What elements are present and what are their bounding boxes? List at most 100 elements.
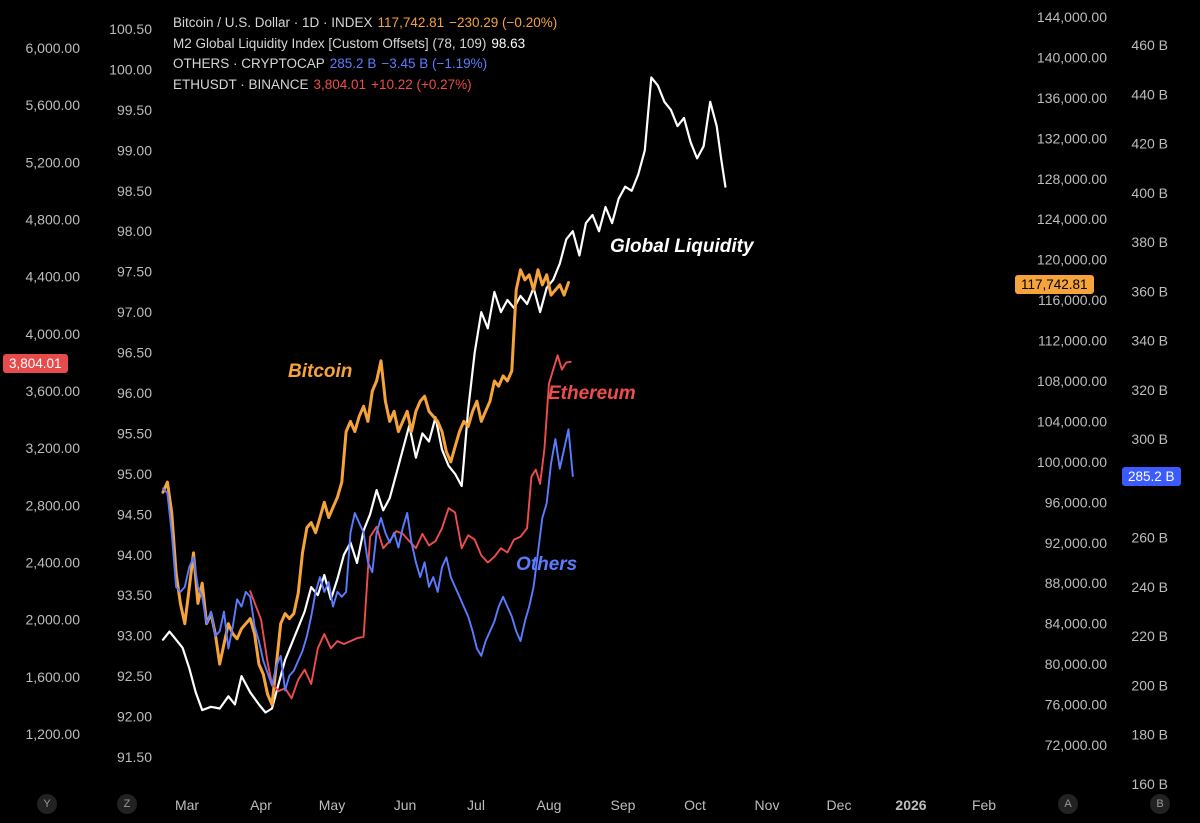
legend-others-name: OTHERS · CRYPTOCAP xyxy=(173,56,325,71)
x-axis-tick: Jun xyxy=(394,797,417,813)
legend-row-m2[interactable]: M2 Global Liquidity Index [Custom Offset… xyxy=(173,34,562,55)
btc-axis-tick: 80,000.00 xyxy=(1045,656,1107,672)
x-axis-tick: Dec xyxy=(827,797,852,813)
ethereum-label: Ethereum xyxy=(548,383,636,404)
others-axis-tick: 180 B xyxy=(1131,727,1168,743)
btc-axis-tick: 124,000.00 xyxy=(1037,211,1107,227)
m2-axis-tick: 93.50 xyxy=(117,587,152,603)
m2-axis-tick: 98.00 xyxy=(117,223,152,239)
series-line-ethereum xyxy=(249,354,572,700)
btc-axis-tick: 92,000.00 xyxy=(1045,535,1107,551)
others-axis-tick: 320 B xyxy=(1131,382,1168,398)
x-axis-tick: Sep xyxy=(611,797,636,813)
m2-axis-tick: 97.00 xyxy=(117,304,152,320)
legend-eth-change: +10.22 (+0.27%) xyxy=(371,76,472,92)
m2-axis-tick: 91.50 xyxy=(117,749,152,765)
btc-axis-tick: 128,000.00 xyxy=(1037,171,1107,187)
eth-axis-tick: 2,800.00 xyxy=(26,497,81,513)
x-axis-tick: 2026 xyxy=(895,797,926,813)
btc-axis-tick: 136,000.00 xyxy=(1037,90,1107,106)
btc-axis-tick: 132,000.00 xyxy=(1037,130,1107,146)
x-axis-tick: Aug xyxy=(537,797,562,813)
x-axis-tick: Jul xyxy=(467,797,485,813)
m2-axis-tick: 100.00 xyxy=(109,61,152,77)
eth-axis-tick: 3,600.00 xyxy=(26,383,81,399)
legend-others-change: −3.45 B (−1.19%) xyxy=(381,56,488,71)
btc-axis-tick: 88,000.00 xyxy=(1045,575,1107,591)
x-axis-tick: Feb xyxy=(972,797,996,813)
m2-axis-tick: 97.50 xyxy=(117,264,152,280)
eth-axis-tick: 1,600.00 xyxy=(26,669,81,685)
btc-axis-tick: 72,000.00 xyxy=(1045,737,1107,753)
m2-axis-tick: 94.50 xyxy=(117,506,152,522)
others-axis-tick: 400 B xyxy=(1131,185,1168,201)
m2-axis-tick: 92.00 xyxy=(117,709,152,725)
m2-axis-tick: 98.50 xyxy=(117,183,152,199)
others-axis-tick: 360 B xyxy=(1131,283,1168,299)
eth-axis-tick: 4,800.00 xyxy=(26,212,81,228)
m2-axis-tick: 96.00 xyxy=(117,385,152,401)
btc-axis-tick: 100,000.00 xyxy=(1037,454,1107,470)
eth-axis-tick: 5,200.00 xyxy=(26,154,81,170)
btc-axis-tick: 104,000.00 xyxy=(1037,413,1107,429)
others-axis-tick: 420 B xyxy=(1131,136,1168,152)
btc-axis-tick: 140,000.00 xyxy=(1037,49,1107,65)
legend-m2-value: 98.63 xyxy=(491,35,526,51)
eth-axis-tick: 3,200.00 xyxy=(26,440,81,456)
btc-axis-tick: 116,000.00 xyxy=(1038,292,1107,308)
series-line-bitcoin xyxy=(161,268,570,707)
x-axis-tick: May xyxy=(319,797,345,813)
legend-btc-value: 117,742.81 xyxy=(377,15,445,30)
legend-eth-value: 3,804.01 xyxy=(313,76,367,92)
legend-row-eth[interactable]: ETHUSDT · BINANCE 3,804.01 +10.22 (+0.27%) xyxy=(173,75,562,96)
btc-axis-tick: 120,000.00 xyxy=(1037,252,1107,268)
others-axis-tick: 340 B xyxy=(1131,333,1168,349)
others-axis-tick: 160 B xyxy=(1131,776,1168,792)
others-axis-tick: 440 B xyxy=(1131,86,1168,102)
z-axis-button[interactable]: Z xyxy=(117,794,137,814)
others-axis-tick: 240 B xyxy=(1131,579,1168,595)
others-axis-tick: 460 B xyxy=(1131,37,1168,53)
m2-axis-tick: 100.50 xyxy=(109,21,152,37)
m2-axis-tick: 99.50 xyxy=(117,102,152,118)
legend-btc-change: −230.29 (−0.20%) xyxy=(449,15,558,30)
btc-axis-tick: 84,000.00 xyxy=(1045,616,1107,632)
btc-axis-tick: 144,000.00 xyxy=(1037,9,1107,25)
m2-axis-tick: 92.50 xyxy=(117,668,152,684)
others-axis-tick: 380 B xyxy=(1131,234,1168,250)
legend-others-value: 285.2 B xyxy=(329,56,377,71)
x-axis-tick: Mar xyxy=(175,797,199,813)
eth-axis-tick: 4,000.00 xyxy=(26,326,81,342)
legend-m2-name: M2 Global Liquidity Index [Custom Offset… xyxy=(173,35,487,51)
legend-eth-name: ETHUSDT · BINANCE xyxy=(173,76,309,92)
a-axis-button[interactable]: A xyxy=(1058,794,1078,814)
x-axis-tick: Nov xyxy=(755,797,780,813)
m2-axis-tick: 99.00 xyxy=(117,142,152,158)
series-line-others xyxy=(162,428,574,692)
eth-axis-tick: 6,000.00 xyxy=(26,40,81,56)
eth-axis-tick: 2,000.00 xyxy=(26,612,81,628)
legend-row-others[interactable]: OTHERS · CRYPTOCAP 285.2 B −3.45 B (−1.19%… xyxy=(173,54,562,75)
series-line-global-liquidity xyxy=(161,76,727,714)
b-axis-button[interactable]: B xyxy=(1150,794,1170,814)
others-axis-tick: 300 B xyxy=(1131,431,1168,447)
eth-axis-tick: 2,400.00 xyxy=(26,555,81,571)
btc-axis-tick: 96,000.00 xyxy=(1045,494,1107,510)
x-axis-tick: Oct xyxy=(684,797,706,813)
legend-btc-name: Bitcoin / U.S. Dollar · 1D · INDEX xyxy=(173,15,373,30)
y-axis-button[interactable]: Y xyxy=(37,794,57,814)
others-axis-tick: 200 B xyxy=(1131,677,1168,693)
x-axis-tick: Apr xyxy=(250,797,272,813)
eth-price-tag: 3,804.01 xyxy=(3,354,68,373)
btc-axis-tick: 108,000.00 xyxy=(1037,373,1107,389)
btc-axis-tick: 76,000.00 xyxy=(1045,697,1107,713)
m2-axis-tick: 94.00 xyxy=(117,547,152,563)
global-liquidity-label: Global Liquidity xyxy=(610,236,754,257)
btc-price-tag: 117,742.81 xyxy=(1015,275,1094,294)
btc-axis-tick: 112,000.00 xyxy=(1038,333,1107,349)
eth-axis-tick: 4,400.00 xyxy=(26,269,81,285)
legend-row-btc[interactable]: Bitcoin / U.S. Dollar · 1D · INDEX 117,74… xyxy=(173,13,562,34)
m2-axis-tick: 95.50 xyxy=(117,425,152,441)
others-price-tag: 285.2 B xyxy=(1122,467,1181,486)
